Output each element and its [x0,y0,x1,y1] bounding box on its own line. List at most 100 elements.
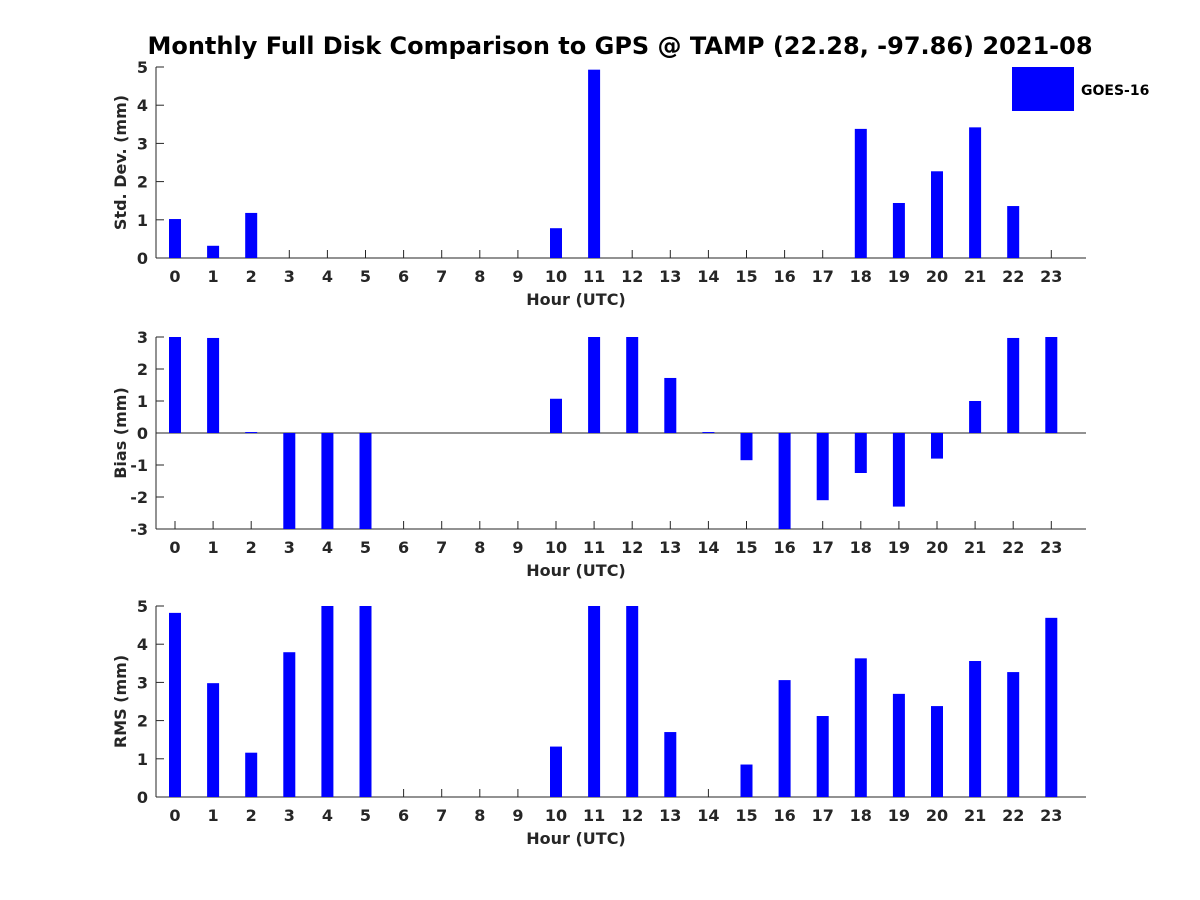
bar [169,337,181,433]
x-tick-label: 1 [208,267,219,286]
y-tick-label: 1 [137,392,148,411]
x-tick-label: 23 [1040,806,1062,825]
x-tick-label: 15 [735,538,757,557]
bar [359,433,372,529]
x-tick-label: 9 [512,538,523,557]
y-tick-label: 2 [137,173,148,192]
x-tick-label: 14 [697,538,719,557]
bar [283,652,296,797]
bar [321,433,334,529]
y-tick-label: 1 [137,750,148,769]
y-tick-label: 3 [137,673,148,692]
x-tick-label: 10 [545,538,567,557]
y-axis-label: Std. Dev. (mm) [111,95,130,230]
x-tick-label: 16 [773,538,795,557]
y-tick-label: 5 [137,58,148,77]
x-tick-label: 20 [926,267,948,286]
y-tick-label: 3 [137,328,148,347]
bar [169,612,181,797]
bar [283,433,296,529]
x-tick-label: 17 [812,806,834,825]
x-tick-label: 6 [398,806,409,825]
x-tick-label: 22 [1002,267,1024,286]
bar [550,228,562,258]
bar [931,171,943,258]
x-tick-label: 22 [1002,538,1024,557]
bar [931,706,943,797]
bar [892,693,905,797]
y-tick-label: -3 [130,520,148,539]
x-tick-label: 4 [322,267,333,286]
x-tick-label: 12 [621,267,643,286]
bar [550,746,562,797]
x-tick-label: 22 [1002,806,1024,825]
bar [664,732,677,797]
x-tick-label: 21 [964,806,986,825]
bar [1007,672,1020,797]
x-tick-label: 2 [246,267,257,286]
x-tick-label: 23 [1040,267,1062,286]
bar [1007,206,1020,258]
bar [854,433,867,473]
x-tick-label: 11 [583,267,605,286]
x-tick-label: 0 [169,267,180,286]
x-tick-label: 5 [360,538,371,557]
bar [969,401,982,433]
x-tick-label: 2 [246,806,257,825]
y-tick-label: 4 [137,635,148,654]
bar [245,212,258,258]
bar [778,680,791,797]
legend: GOES-16 [1012,67,1149,111]
bar [740,764,753,797]
legend-label: GOES-16 [1081,83,1149,99]
y-axis-label: Bias (mm) [111,387,130,479]
bar [1007,337,1020,433]
x-tick-label: 3 [284,806,295,825]
chart-title: Monthly Full Disk Comparison to GPS @ TA… [147,32,1092,60]
x-tick-label: 5 [360,806,371,825]
x-tick-label: 0 [169,538,180,557]
x-tick-label: 11 [583,538,605,557]
bar [892,202,905,258]
x-tick-label: 20 [926,538,948,557]
bar [207,337,220,433]
x-tick-label: 13 [659,806,681,825]
y-tick-label: 0 [137,249,148,268]
x-tick-label: 18 [850,806,872,825]
bar [588,606,601,797]
x-tick-label: 19 [888,538,910,557]
x-tick-label: 6 [398,267,409,286]
bar [702,432,715,434]
x-tick-label: 19 [888,806,910,825]
bar [1045,617,1058,797]
y-tick-label: -2 [130,488,148,507]
x-tick-label: 10 [545,806,567,825]
y-tick-label: -1 [130,456,148,475]
x-tick-label: 9 [512,806,523,825]
x-tick-label: 12 [621,806,643,825]
x-tick-label: 15 [735,806,757,825]
x-tick-label: 4 [322,806,333,825]
legend-swatch [1012,67,1074,111]
x-tick-label: 7 [436,267,447,286]
bar [854,128,867,258]
bar [550,398,562,433]
x-tick-label: 14 [697,267,719,286]
x-tick-label: 9 [512,267,523,286]
bar [778,433,791,529]
bar [816,433,829,501]
bar [664,377,677,433]
bar [207,683,220,797]
x-tick-label: 10 [545,267,567,286]
x-tick-label: 13 [659,267,681,286]
x-tick-label: 0 [169,806,180,825]
x-tick-label: 1 [208,538,219,557]
y-tick-label: 5 [137,597,148,616]
x-tick-label: 11 [583,806,605,825]
x-tick-label: 21 [964,538,986,557]
y-tick-label: 0 [137,788,148,807]
bar [931,433,943,459]
x-tick-label: 18 [850,267,872,286]
bar [588,69,601,258]
